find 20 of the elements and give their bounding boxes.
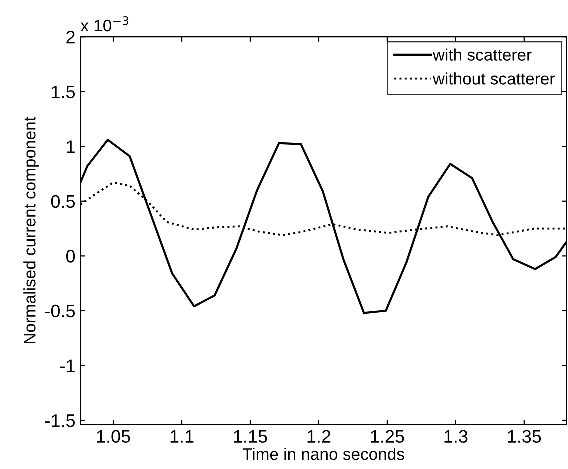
y-tick-label: -1.5 <box>45 414 76 428</box>
legend-label: without scatterer <box>432 72 555 85</box>
x-tick-label: 1.1 <box>170 430 194 443</box>
y-tick-label: 0.5 <box>51 195 76 208</box>
y-tick-label: 1 <box>67 140 75 154</box>
x-tick-label: 1.3 <box>444 430 468 444</box>
y-tick-label: -0.5 <box>45 304 76 318</box>
y-tick-label: 1.5 <box>52 86 76 99</box>
text: x 10$^{−3}$ <box>80 16 129 32</box>
x-tick-label: 1.25 <box>371 430 404 444</box>
legend-label: with scatterer <box>432 48 532 61</box>
y-tick-label: -1 <box>60 360 75 372</box>
x-tick-label: 1.05 <box>97 430 130 444</box>
x-tick-label: 1.35 <box>508 430 542 444</box>
y-axis-title: Normalised current component <box>24 117 40 344</box>
y-tick-label: 0 <box>66 250 76 263</box>
x-axis-title: Time in nano seconds <box>242 448 404 460</box>
y-tick-label: 2 <box>66 30 75 44</box>
x-tick-label: 1.2 <box>308 430 331 443</box>
x-tick-label: 1.15 <box>234 430 268 444</box>
